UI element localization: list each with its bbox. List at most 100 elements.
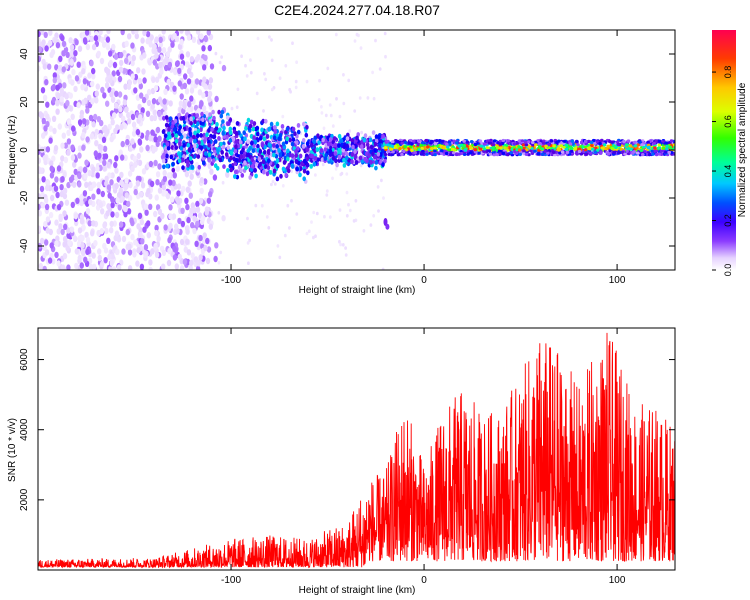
heatmap-cell — [573, 146, 578, 150]
heatmap-cell — [276, 244, 280, 248]
heatmap-cell — [137, 103, 142, 111]
heatmap-cell — [229, 155, 233, 161]
heatmap-cell — [314, 173, 317, 177]
heatmap-cell — [400, 141, 405, 145]
heatmap-cell — [256, 36, 260, 41]
heatmap-cell — [100, 190, 106, 198]
heatmap-cell — [218, 127, 222, 133]
heatmap-cell — [183, 73, 188, 80]
heatmap-cell — [99, 119, 104, 127]
heatmap-cell — [115, 248, 120, 256]
heatmap-cell — [193, 138, 197, 144]
heatmap-cell — [154, 194, 159, 201]
heatmap-cell — [306, 170, 310, 176]
heatmap-cell — [253, 139, 258, 145]
heatmap-cell — [156, 235, 161, 242]
heatmap-cell — [93, 113, 98, 121]
heatmap-cell — [179, 265, 185, 270]
y-tick-label: 20 — [19, 96, 30, 108]
heatmap-cell — [250, 157, 254, 163]
heatmap-cell — [517, 145, 521, 149]
heatmap-y-axis-label: Frequency (Hz) — [7, 116, 18, 185]
heatmap-cell — [171, 161, 175, 167]
heatmap-cell — [186, 142, 191, 148]
heatmap-cell — [302, 176, 307, 182]
heatmap-cell — [162, 164, 166, 170]
heatmap-cell — [80, 249, 86, 256]
heatmap-cell — [124, 192, 129, 199]
heatmap-cell — [207, 152, 212, 158]
heatmap-cell — [135, 94, 141, 101]
heatmap-cell — [108, 266, 113, 270]
heatmap-cell — [112, 112, 117, 119]
heatmap-cell — [141, 168, 147, 175]
heatmap-cell — [272, 168, 277, 174]
heatmap-cell — [663, 150, 668, 154]
heatmap-cell — [151, 76, 156, 84]
heatmap-cell — [98, 133, 103, 140]
heatmap-cell — [305, 141, 310, 147]
heatmap-cell — [161, 30, 166, 35]
heatmap-cell — [178, 124, 182, 130]
heatmap-cell — [127, 170, 133, 177]
heatmap-cell — [40, 202, 46, 209]
heatmap-cell — [94, 97, 99, 104]
heatmap-cell — [179, 238, 185, 246]
colorbar-tick-label: 0.8 — [723, 66, 733, 79]
heatmap-cell — [247, 261, 250, 266]
heatmap-cell — [457, 152, 462, 156]
heatmap-cell — [165, 163, 169, 169]
heatmap-cell — [188, 131, 193, 137]
heatmap-cell — [554, 150, 559, 154]
heatmap-cell — [199, 145, 204, 151]
heatmap-x-ticks: -100 0 100 — [221, 30, 626, 286]
heatmap-cell — [95, 165, 100, 172]
heatmap-cell — [136, 152, 141, 160]
heatmap-cell — [61, 40, 67, 47]
heatmap-cell — [373, 154, 377, 160]
heatmap-cell — [51, 155, 56, 162]
heatmap-cell — [70, 144, 75, 151]
heatmap-cell — [171, 167, 176, 173]
heatmap-cell — [38, 143, 41, 151]
heatmap-cell — [234, 139, 239, 145]
heatmap-cell — [281, 184, 285, 188]
heatmap-cell — [221, 215, 226, 222]
heatmap-cell — [149, 34, 154, 41]
heatmap-cell — [610, 140, 614, 144]
heatmap-cell — [252, 121, 257, 126]
heatmap-cell — [48, 211, 54, 219]
heatmap-cell — [348, 208, 352, 213]
heatmap-cell — [491, 146, 495, 150]
heatmap-cell — [186, 107, 191, 114]
heatmap-cell — [143, 251, 148, 259]
heatmap-cell — [52, 127, 57, 135]
heatmap-cell — [45, 101, 50, 108]
heatmap-cell — [350, 138, 355, 144]
heatmap-cell — [158, 41, 163, 48]
heatmap-cell — [147, 59, 152, 66]
heatmap-cell — [102, 159, 107, 166]
heatmap-cell — [207, 90, 213, 98]
heatmap-cell — [197, 149, 202, 155]
heatmap-cell — [62, 187, 68, 194]
heatmap-cell — [273, 182, 277, 186]
heatmap-cell — [54, 176, 59, 183]
heatmap-cell — [348, 129, 352, 133]
heatmap-cell — [241, 147, 245, 153]
heatmap-cell — [90, 98, 95, 105]
heatmap-cell — [165, 51, 171, 58]
heatmap-cell — [202, 232, 207, 239]
heatmap-cell — [487, 149, 492, 153]
heatmap-cell — [277, 136, 282, 142]
heatmap-cell — [102, 222, 107, 229]
heatmap-cell — [407, 150, 412, 155]
heatmap-cell — [664, 141, 668, 145]
heatmap-cell — [85, 136, 90, 143]
heatmap-cell — [103, 257, 108, 264]
heatmap-cell — [111, 266, 117, 270]
heatmap-cell — [143, 203, 149, 210]
colorbar-ticks: 0.0 0.2 0.4 0.6 0.8 — [712, 66, 733, 276]
heatmap-cell — [50, 48, 56, 56]
heatmap-cell — [233, 148, 238, 154]
